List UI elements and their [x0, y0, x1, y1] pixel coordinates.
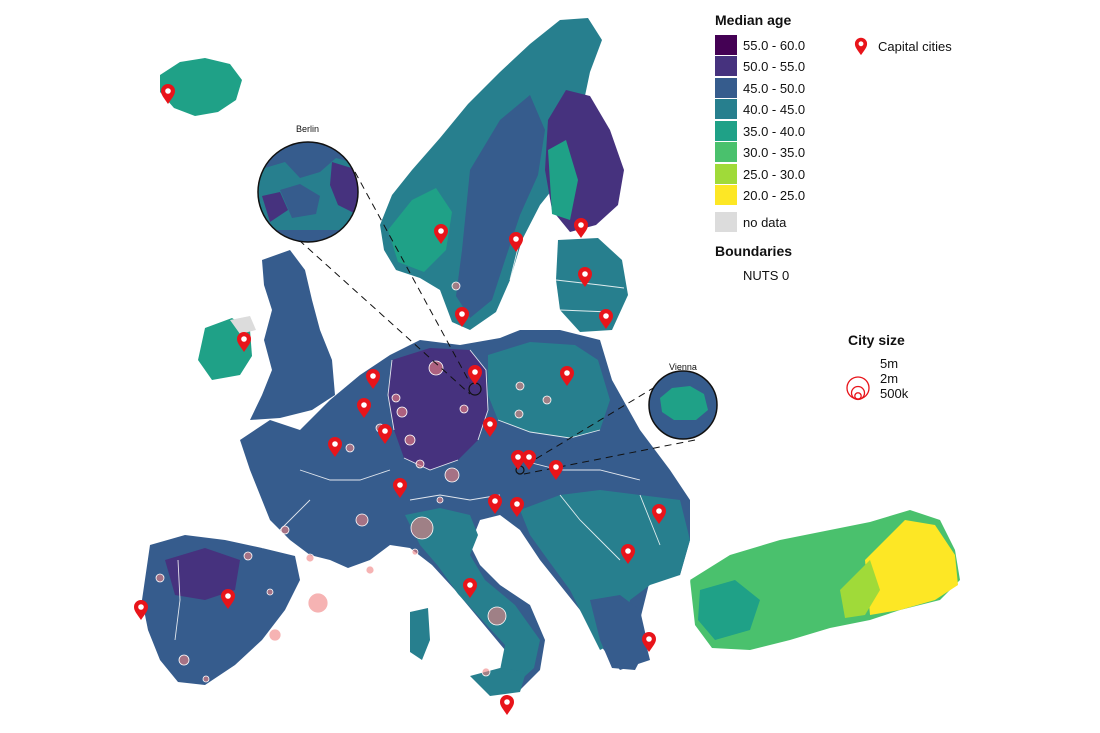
city-circle [243, 551, 253, 561]
city-circle [411, 548, 419, 556]
capital-pin-icon [574, 218, 588, 238]
legend-item-label: 50.0 - 55.0 [743, 58, 806, 74]
median-age-legend-title: Median age [715, 12, 792, 28]
city-circle [515, 381, 525, 391]
finland-west-region [548, 140, 578, 220]
city-size-legend-circles [846, 376, 870, 401]
city-circle [202, 675, 210, 683]
legend-no-data-label: no data [743, 214, 787, 230]
legend-item: 20.0 - 25.0 [715, 185, 805, 205]
city-circle [444, 467, 460, 483]
norway-south-region [388, 188, 452, 272]
berlin-inset-label: Berlin [296, 124, 320, 134]
iceland-region [160, 58, 242, 116]
city-circle [280, 525, 290, 535]
legend-item-label: 25.0 - 30.0 [743, 166, 806, 182]
britain-region [250, 250, 335, 420]
legend-no-data: no data [715, 212, 786, 232]
north-iberia-region [165, 548, 240, 600]
turkey-east-region [865, 520, 958, 615]
ireland-region [198, 318, 252, 380]
city-circle [459, 404, 469, 414]
city-size-legend-title: City size [848, 332, 905, 348]
capital-cities-label: Capital cities [878, 38, 952, 54]
city-circle [514, 409, 524, 419]
berlin-inset [257, 141, 359, 243]
city-circle [436, 496, 444, 504]
nuts0-boundaries [174, 239, 691, 641]
legend-swatch [715, 56, 737, 76]
turkey-west-region [698, 580, 760, 640]
city-circle [481, 667, 491, 677]
legend-item: 30.0 - 35.0 [715, 142, 805, 162]
city-circle [542, 395, 552, 405]
city-circle [404, 434, 416, 446]
no-data-region [230, 316, 256, 334]
sweden-region [456, 95, 545, 318]
city-circle [487, 606, 507, 626]
legend-item: 55.0 - 60.0 [715, 35, 805, 55]
legend-item-label: 55.0 - 60.0 [743, 37, 806, 53]
city-circle [396, 406, 408, 418]
city-size-label: 500k [880, 386, 909, 401]
city-circle [355, 513, 369, 527]
legend-swatch [715, 142, 737, 162]
sicily-region [470, 668, 526, 696]
city-circle [178, 654, 190, 666]
city-circle [345, 443, 355, 453]
baltics-region [556, 238, 628, 332]
legend-swatch [715, 164, 737, 184]
legend-swatch [715, 185, 737, 205]
legend-item-label: 40.0 - 45.0 [743, 101, 806, 117]
boundaries-legend-title: Boundaries [715, 243, 793, 259]
legend-item-label: 20.0 - 25.0 [743, 187, 806, 203]
vienna-inset-label: Vienna [669, 362, 697, 372]
city-circle [155, 573, 165, 583]
legend-item-label: 45.0 - 50.0 [743, 80, 806, 96]
city-circle [268, 628, 282, 642]
legend-swatch [715, 212, 737, 232]
vienna-inset [648, 370, 718, 440]
greece-region [590, 595, 648, 670]
legend-swatch [715, 99, 737, 119]
legend-item: 25.0 - 30.0 [715, 164, 805, 184]
sardinia-region [410, 608, 430, 660]
legend-item: 50.0 - 55.0 [715, 56, 805, 76]
balkans-region [520, 490, 690, 650]
legend-item-label: 30.0 - 35.0 [743, 144, 806, 160]
legend-item-label: 35.0 - 40.0 [743, 123, 806, 139]
city-circle [451, 281, 461, 291]
city-size-label: 2m [880, 371, 899, 386]
city-circle [365, 565, 375, 575]
city-circle [305, 553, 315, 563]
legend-swatch [715, 35, 737, 55]
city-circle [410, 516, 434, 540]
capital-pin-icon [500, 695, 514, 715]
city-circle [266, 588, 274, 596]
legend-swatch [715, 121, 737, 141]
italy-region [405, 508, 540, 685]
legend-item: 45.0 - 50.0 [715, 78, 805, 98]
city-circle [391, 393, 401, 403]
city-circle [415, 459, 425, 469]
legend-item: 40.0 - 45.0 [715, 99, 805, 119]
capital-cities-legend: Capital cities [854, 36, 952, 56]
legend-item: 35.0 - 40.0 [715, 121, 805, 141]
legend-swatch [715, 78, 737, 98]
city-circle [307, 592, 329, 614]
map-pin-icon [854, 37, 868, 56]
boundaries-legend-item: NUTS 0 [743, 268, 790, 283]
city-circle [428, 360, 444, 376]
city-size-label: 5m [880, 356, 899, 371]
turkey-mideast-region [840, 560, 880, 618]
